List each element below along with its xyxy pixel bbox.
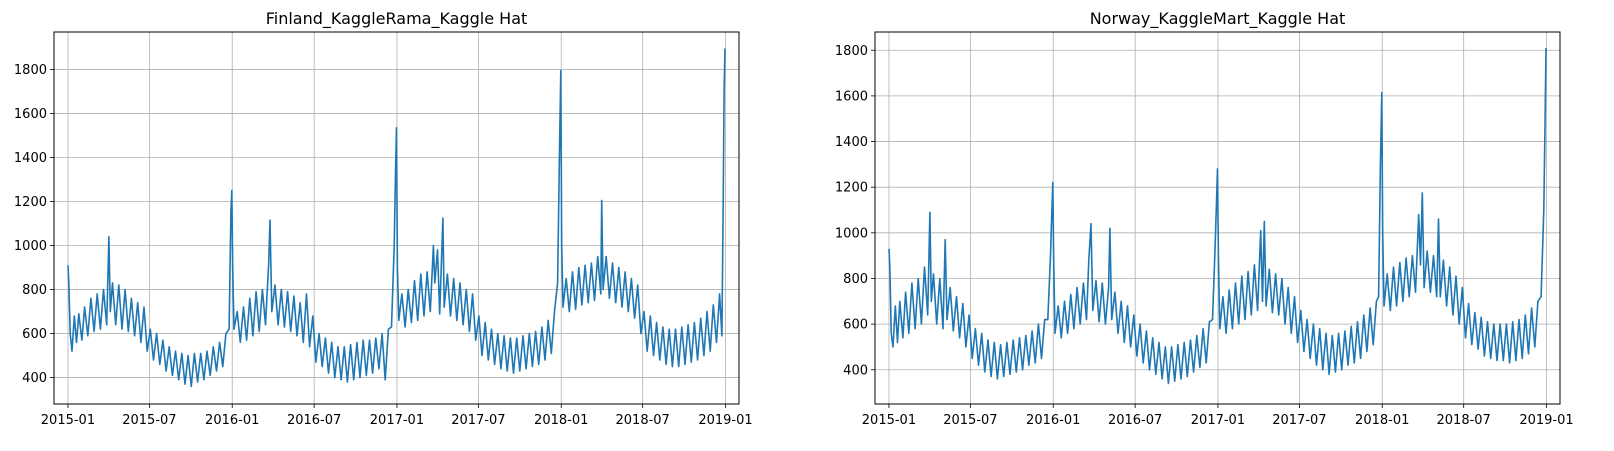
x-tick-label: 2017-01 [370,413,424,428]
subplot-norway: Norway_KaggleMart_Kaggle Hat 2015-01 2015… [835,9,1574,428]
x-tick-label: 2015-01 [41,413,95,428]
x-tick-label: 2017-01 [1191,413,1245,428]
chart-title: Norway_KaggleMart_Kaggle Hat [1090,9,1346,29]
y-tick-label: 400 [22,371,47,386]
x-axis: 2015-01 2015-07 2016-01 2016-07 2017-01 2017-… [41,404,753,428]
y-tick-label: 1000 [835,226,868,241]
x-tick-label: 2015-01 [862,413,916,428]
y-tick-label: 1400 [835,135,868,150]
plot-area-frame [53,31,740,405]
x-tick-label: 2016-01 [1026,413,1080,428]
y-tick-label: 1600 [14,107,47,122]
x-tick-label: 2016-01 [205,413,259,428]
x-tick-label: 2018-01 [534,413,588,428]
chart-title: Finland_KaggleRama_Kaggle Hat [266,9,528,29]
plot-area-frame [874,31,1561,405]
y-tick-label: 800 [22,283,47,298]
y-tick-label: 600 [843,318,868,333]
y-tick-label: 600 [22,327,47,342]
subplot-finland: Finland_KaggleRama_Kaggle Hat 2015-01 201… [14,9,753,428]
x-tick-label: 2019-01 [698,413,752,428]
y-axis: 400 600 800 1000 1200 1400 1600 1800 [14,63,54,386]
series-line [888,47,1547,385]
x-tick-label: 2016-07 [1108,413,1162,428]
series-line-group [888,47,1547,385]
x-tick-label: 2017-07 [451,413,505,428]
x-axis: 2015-01 2015-07 2016-01 2016-07 2017-01 2017-… [862,404,1574,428]
grid-lines [54,32,739,404]
x-tick-label: 2018-07 [616,413,670,428]
y-tick-label: 1000 [14,239,47,254]
series-line-group [67,48,726,388]
y-tick-label: 1800 [835,44,868,59]
y-axis: 400 600 800 1000 1200 1400 1600 1800 [835,44,875,378]
x-tick-label: 2015-07 [122,413,176,428]
x-tick-label: 2019-01 [1519,413,1573,428]
y-tick-label: 1200 [835,181,868,196]
x-tick-label: 2018-01 [1355,413,1409,428]
x-tick-label: 2016-07 [287,413,341,428]
y-tick-label: 1600 [835,89,868,104]
series-line [67,48,726,388]
y-tick-label: 1800 [14,63,47,78]
x-tick-label: 2018-07 [1437,413,1491,428]
y-tick-label: 800 [843,272,868,287]
y-tick-label: 1400 [14,151,47,166]
y-tick-label: 400 [843,363,868,378]
y-tick-label: 1200 [14,195,47,210]
x-tick-label: 2015-07 [943,413,997,428]
x-tick-label: 2017-07 [1272,413,1326,428]
